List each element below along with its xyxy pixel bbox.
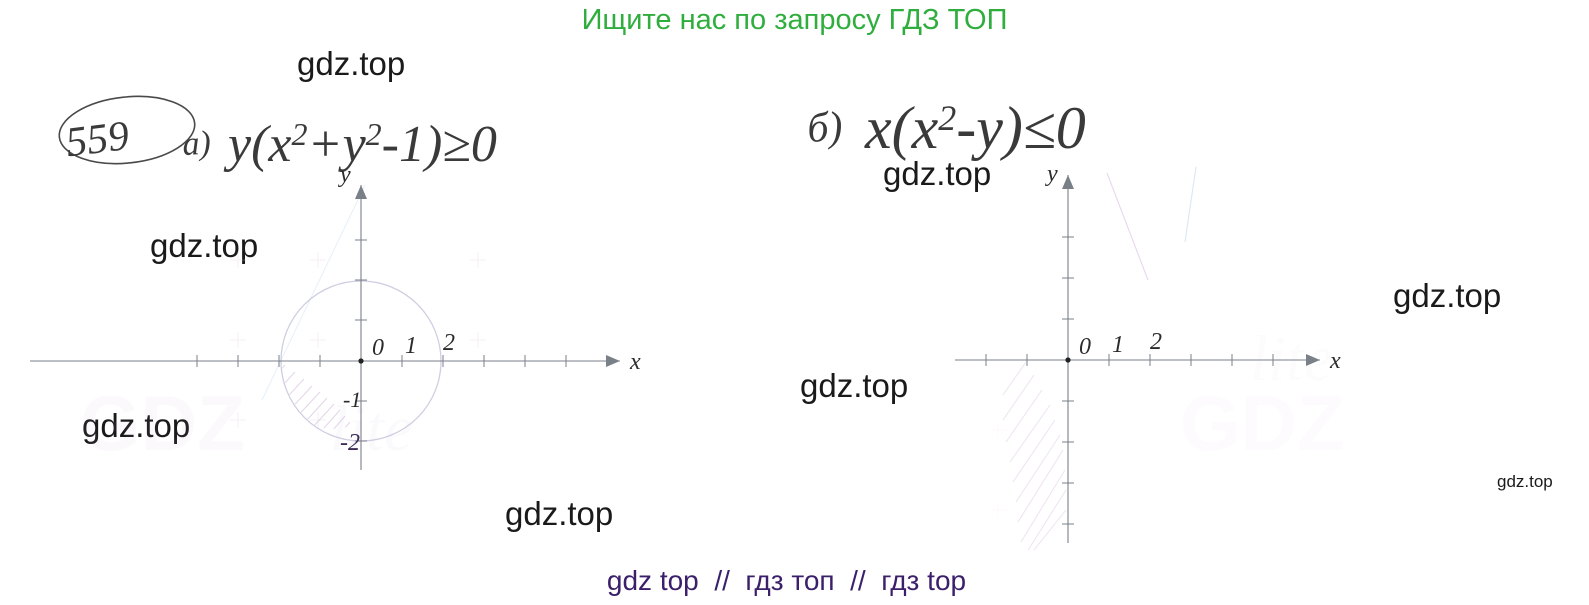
svg-text:2: 2 bbox=[1150, 329, 1162, 355]
svg-text:lite: lite bbox=[1250, 323, 1333, 395]
svg-text:-2: -2 bbox=[340, 430, 360, 456]
svg-text:1: 1 bbox=[405, 333, 417, 359]
svg-text:559: 559 bbox=[63, 113, 131, 166]
svg-text:-1: -1 bbox=[343, 387, 361, 412]
svg-text:y(x2+y2-1)≥0: y(x2+y2-1)≥0 bbox=[223, 116, 497, 173]
svg-text:y: y bbox=[1045, 161, 1058, 187]
svg-text:x: x bbox=[629, 349, 641, 375]
svg-text:б): б) bbox=[806, 104, 844, 152]
svg-text:a): a) bbox=[181, 125, 211, 163]
svg-text:GDZ: GDZ bbox=[80, 379, 245, 467]
svg-text:0: 0 bbox=[372, 335, 384, 361]
svg-text:2: 2 bbox=[443, 330, 455, 356]
svg-text:x: x bbox=[1329, 348, 1341, 374]
svg-text:1: 1 bbox=[1112, 332, 1124, 358]
svg-text:0: 0 bbox=[1079, 334, 1091, 360]
svg-text:y: y bbox=[338, 170, 351, 188]
